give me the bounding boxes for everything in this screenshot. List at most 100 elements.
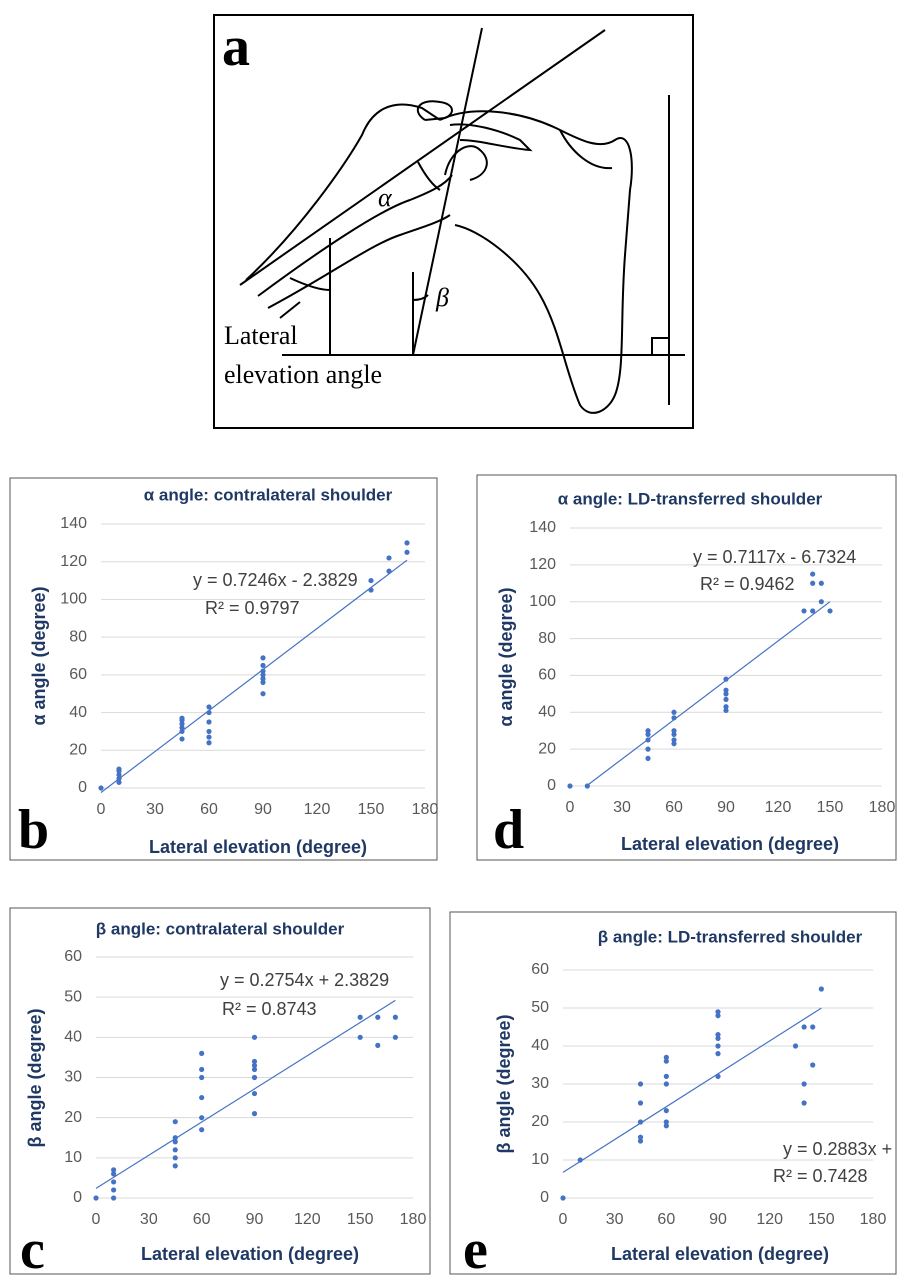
- data-point: [260, 672, 266, 678]
- data-point: [818, 986, 824, 992]
- data-point: [260, 668, 266, 674]
- data-point: [172, 1155, 178, 1161]
- data-point: [206, 728, 212, 735]
- data-point: [671, 709, 677, 715]
- data-point: [645, 728, 651, 734]
- y-tick-label: 10: [531, 1151, 549, 1168]
- data-point: [206, 704, 212, 710]
- data-point: [810, 608, 816, 614]
- data-point: [663, 1073, 669, 1079]
- data-point: [715, 1009, 721, 1015]
- chart-title: α angle: contralateral shoulder: [144, 485, 393, 504]
- data-point: [645, 731, 651, 738]
- x-tick-label: 120: [756, 1211, 783, 1228]
- x-tick-label: 60: [200, 801, 218, 818]
- data-point: [116, 779, 122, 785]
- data-point: [801, 1081, 807, 1087]
- y-tick-label: 40: [64, 1029, 82, 1046]
- data-point: [111, 1187, 117, 1193]
- y-tick-label: 0: [540, 1189, 549, 1206]
- data-point: [637, 1081, 644, 1087]
- data-point: [386, 568, 392, 574]
- data-point: [93, 1195, 99, 1201]
- data-point: [392, 1034, 398, 1040]
- data-point: [810, 1062, 816, 1068]
- x-tick-label: 0: [92, 1211, 101, 1228]
- data-point: [392, 1014, 398, 1020]
- data-point: [637, 1100, 644, 1106]
- data-point: [801, 608, 807, 614]
- chart-title: β angle: LD-transferred shoulder: [598, 927, 863, 946]
- chart-frame: [449, 911, 897, 1275]
- data-point: [206, 740, 212, 746]
- panel-label: a: [222, 16, 250, 78]
- data-point: [260, 662, 266, 669]
- y-tick-label: 40: [531, 1037, 549, 1054]
- chart-frame: [476, 474, 897, 861]
- x-tick-label: 180: [412, 801, 439, 818]
- data-point: [715, 1035, 721, 1041]
- y-tick-label: 120: [529, 556, 556, 573]
- chart-title: α angle: LD-transferred shoulder: [558, 489, 823, 508]
- data-point: [116, 775, 122, 782]
- data-point: [172, 1163, 178, 1169]
- data-point: [715, 1043, 721, 1049]
- caption-line: elevation angle: [224, 360, 382, 389]
- x-tick-label: 120: [304, 801, 331, 818]
- data-point: [172, 1147, 178, 1153]
- equation: y = 0.7117x - 6.7324: [693, 547, 856, 567]
- x-tick-label: 30: [613, 799, 631, 816]
- data-point: [251, 1111, 258, 1117]
- x-tick-label: 60: [193, 1211, 211, 1228]
- y-tick-label: 20: [69, 742, 87, 759]
- trendline: [100, 559, 408, 793]
- data-point: [116, 772, 122, 778]
- y-tick-label: 60: [531, 961, 549, 978]
- x-tick-label: 150: [808, 1211, 835, 1228]
- x-tick-label: 90: [717, 799, 735, 816]
- data-point: [206, 719, 212, 725]
- y-tick-label: 10: [64, 1149, 82, 1166]
- y-tick-label: 0: [547, 777, 556, 794]
- data-point: [645, 755, 651, 761]
- data-point: [199, 1094, 205, 1101]
- y-tick-label: 40: [538, 704, 556, 721]
- x-axis-label: Lateral elevation (degree): [621, 834, 839, 854]
- y-tick-label: 140: [60, 515, 87, 532]
- y-tick-label: 100: [529, 593, 556, 610]
- data-point: [671, 741, 677, 747]
- data-point: [584, 783, 590, 789]
- data-point: [645, 746, 651, 752]
- r-squared: R² = 0.9797: [205, 598, 300, 618]
- data-point: [801, 1024, 807, 1030]
- data-point: [251, 1066, 258, 1073]
- data-point: [723, 676, 729, 682]
- x-axis-label: Lateral elevation (degree): [149, 837, 367, 857]
- y-tick-label: 20: [531, 1113, 549, 1130]
- data-point: [111, 1195, 117, 1201]
- y-tick-label: 80: [538, 630, 556, 647]
- x-tick-label: 30: [140, 1211, 158, 1228]
- panel-a-frame: [213, 14, 694, 429]
- x-tick-label: 120: [294, 1211, 321, 1228]
- data-point: [206, 709, 212, 716]
- trendline: [562, 1007, 822, 1173]
- data-point: [663, 1058, 669, 1064]
- y-tick-label: 30: [64, 1069, 82, 1086]
- data-point: [810, 580, 816, 586]
- data-point: [663, 1108, 669, 1114]
- data-point: [375, 1042, 381, 1048]
- data-point: [260, 691, 266, 697]
- panel-label: b: [18, 799, 49, 861]
- x-tick-label: 120: [765, 799, 792, 816]
- data-point: [260, 655, 266, 661]
- x-tick-label: 180: [400, 1211, 427, 1228]
- data-point: [357, 1034, 363, 1040]
- data-point: [663, 1119, 669, 1125]
- trendline: [585, 601, 831, 788]
- y-tick-label: 0: [78, 779, 87, 796]
- panel-label: e: [463, 1219, 488, 1275]
- data-point: [199, 1127, 205, 1133]
- x-tick-label: 0: [566, 799, 575, 816]
